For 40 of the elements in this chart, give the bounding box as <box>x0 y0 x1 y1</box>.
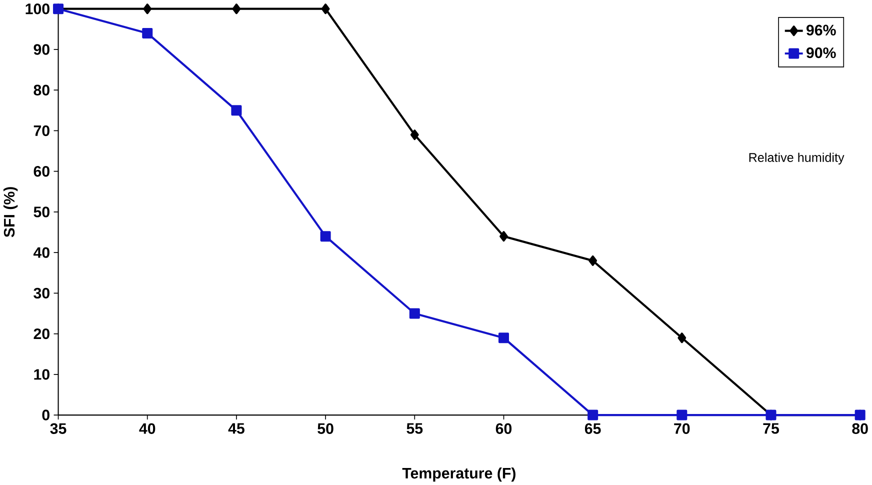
x-tick-label: 40 <box>139 423 156 434</box>
x-tick-label: 60 <box>496 423 512 434</box>
y-tick-label: 60 <box>34 166 50 177</box>
annotation: Relative humidity <box>749 152 844 164</box>
x-tick-label: 50 <box>318 423 334 434</box>
point <box>588 410 598 420</box>
point <box>232 4 241 14</box>
x-tick-label: 75 <box>763 423 779 434</box>
y-tick-label: 70 <box>34 125 50 136</box>
y-tick-label: 50 <box>34 206 50 218</box>
point <box>588 255 598 266</box>
point <box>142 28 153 38</box>
y-tick-label: 80 <box>34 84 50 96</box>
legend-label: 90% <box>806 47 836 58</box>
x-tick-label: 70 <box>674 423 690 434</box>
point <box>409 308 420 319</box>
y-tick-label: 20 <box>34 328 50 340</box>
point <box>500 231 508 242</box>
x-axis-title: Temperature (F) <box>402 467 516 482</box>
y-tick-label: 0 <box>42 410 50 420</box>
point <box>231 105 242 116</box>
x-tick-label: 35 <box>50 423 66 434</box>
point <box>676 410 688 420</box>
x-tick-label: 80 <box>852 423 868 434</box>
x-tick-label: 55 <box>406 423 423 434</box>
x-tick-label: 45 <box>228 423 244 434</box>
y-tick-label: 100 <box>26 3 50 14</box>
y-tick-label: 10 <box>34 369 50 380</box>
y-axis-title: SFI (%) <box>4 187 18 238</box>
y-tick-label: 90 <box>34 44 50 55</box>
point <box>678 332 686 344</box>
y-tick-label: 30 <box>34 288 50 299</box>
x-tick-label: 65 <box>584 423 601 434</box>
point <box>410 129 419 140</box>
point <box>320 231 331 242</box>
legend-label: 96% <box>806 24 836 36</box>
point <box>143 4 152 14</box>
y-tick-label: 40 <box>33 247 50 258</box>
point <box>321 4 330 14</box>
point <box>498 332 509 344</box>
